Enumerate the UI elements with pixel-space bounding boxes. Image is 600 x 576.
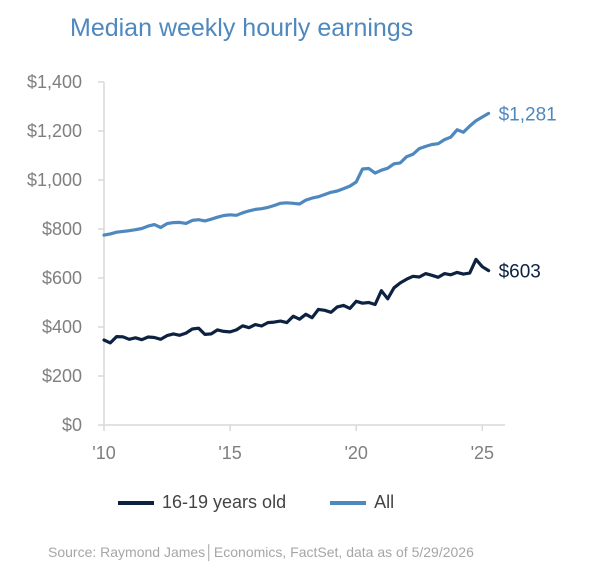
series-lines <box>102 111 491 345</box>
legend-label-teens: 16-19 years old <box>162 492 287 512</box>
x-tick-label: '15 <box>218 443 241 463</box>
legend-item-teens[interactable]: 16-19 years old <box>118 492 286 513</box>
line-chart: $0 $200 $400 $600 $800 $1,000 $1,200 $1,400 '10… <box>27 72 557 463</box>
chart-title: Median weekly hourly earnings <box>70 14 414 42</box>
legend-swatch-teens <box>118 500 154 505</box>
x-tick-label: '20 <box>344 443 367 463</box>
legend-label-all: All <box>374 492 395 512</box>
end-labels: $603 $1,281 <box>499 104 557 282</box>
source-note: Source: Raymond James│Economics, FactSet… <box>48 544 474 560</box>
y-tick-label: $1,000 <box>27 170 82 190</box>
series-line-all <box>102 111 491 237</box>
end-label-all: $1,281 <box>499 104 557 125</box>
legend-item-all[interactable]: All <box>330 492 394 513</box>
legend-swatch-all <box>330 500 367 505</box>
y-tick-label: $600 <box>42 268 82 288</box>
x-axis: '10 '15 '20 '25 <box>92 424 505 463</box>
y-tick-label: $200 <box>42 366 82 386</box>
y-tick-label: $0 <box>62 415 82 435</box>
y-tick-label: $1,400 <box>27 72 82 92</box>
y-axis: $0 $200 $400 $600 $800 $1,000 $1,200 $1,400 <box>27 72 105 435</box>
y-tick-label: $400 <box>42 317 82 337</box>
y-tick-label: $800 <box>42 219 82 239</box>
x-tick-label: '25 <box>471 443 494 463</box>
end-label-teens: $603 <box>499 262 541 283</box>
legend: 16-19 years old All <box>118 492 438 513</box>
y-tick-label: $1,200 <box>27 121 82 141</box>
series-line-teens <box>102 257 491 345</box>
x-tick-label: '10 <box>92 443 115 463</box>
